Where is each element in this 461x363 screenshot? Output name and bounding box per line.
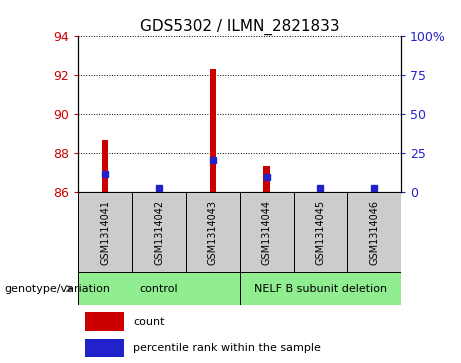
Text: GSM1314042: GSM1314042 [154,200,164,265]
Text: GSM1314046: GSM1314046 [369,200,379,265]
Text: GSM1314043: GSM1314043 [208,200,218,265]
Bar [210,69,216,192]
Text: genotype/variation: genotype/variation [5,284,111,294]
Bar [240,192,294,272]
Bar [78,192,132,272]
Text: GSM1314044: GSM1314044 [261,200,272,265]
Bar [156,189,162,192]
Text: control: control [140,284,178,294]
Bar [317,191,324,192]
Bar [132,192,186,272]
Bar [263,166,270,192]
Bar [240,272,401,305]
Bar [85,339,124,357]
Bar [78,272,240,305]
Bar [294,192,347,272]
Text: GSM1314045: GSM1314045 [315,200,325,265]
Text: GSM1314041: GSM1314041 [100,200,110,265]
Title: GDS5302 / ILMN_2821833: GDS5302 / ILMN_2821833 [140,19,340,35]
Text: percentile rank within the sample: percentile rank within the sample [133,343,321,353]
Text: count: count [133,317,165,327]
Bar [186,192,240,272]
Bar [371,189,378,192]
Text: NELF B subunit deletion: NELF B subunit deletion [254,284,387,294]
Bar [347,192,401,272]
Bar [85,313,124,331]
Bar [102,140,108,192]
